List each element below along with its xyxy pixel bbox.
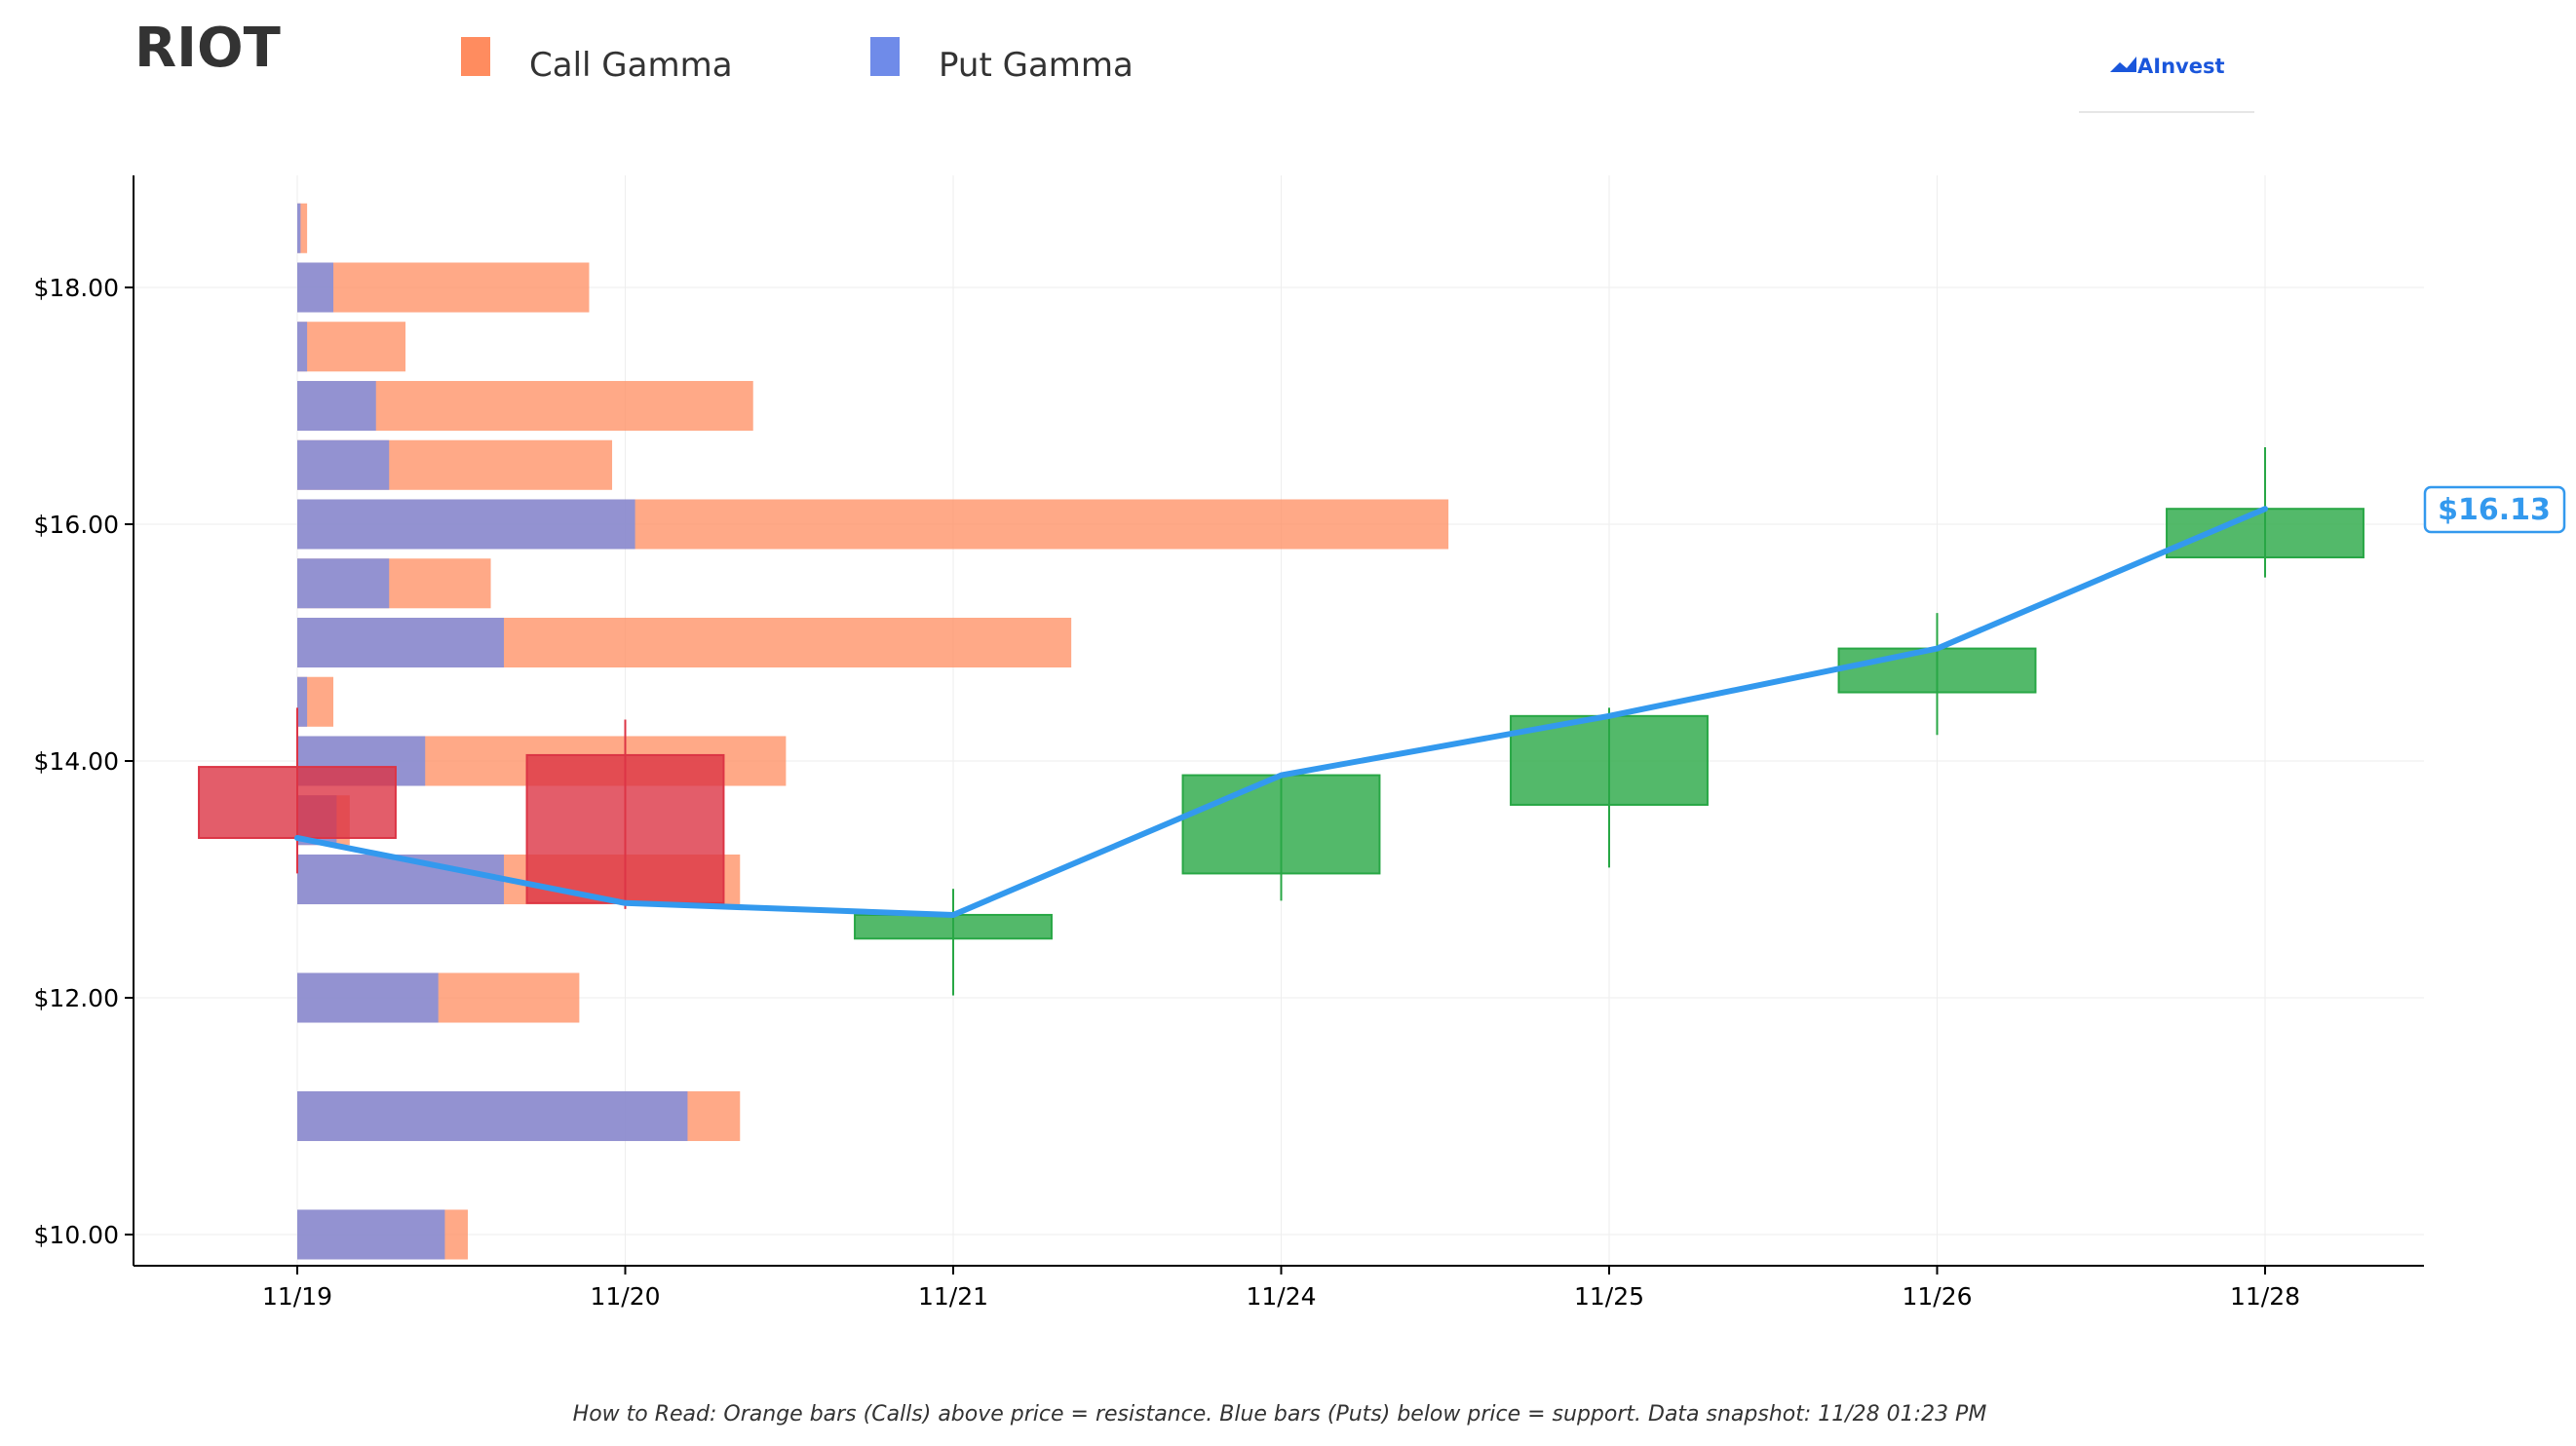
price-line	[294, 506, 2268, 918]
put-gamma-bar-2	[297, 322, 308, 372]
legend-swatch-put	[870, 37, 900, 76]
candle-body-6	[2166, 508, 2365, 559]
put-gamma-bar-12	[297, 972, 439, 1023]
axes	[133, 175, 2424, 1267]
put-gamma-bar-4	[297, 439, 390, 490]
legend-swatch-call	[461, 37, 490, 76]
x-tick-label-3: 11/24	[1246, 1282, 1316, 1311]
call-gamma-bar-1	[297, 262, 590, 313]
x-tick-label-4: 11/25	[1574, 1282, 1644, 1311]
chart-title: RIOT	[135, 17, 281, 80]
candle-body-2	[854, 913, 1053, 940]
y-axis-ticks: $10.00 $12.00 $14.00 $16.00 $18.00	[34, 274, 134, 1249]
call-gamma-bar-0	[297, 203, 308, 253]
put-gamma-bar-5	[297, 499, 635, 550]
brand-chart-icon	[2110, 57, 2136, 72]
brand-logo: AInvest	[2079, 55, 2254, 113]
put-gamma-bar-0	[297, 203, 301, 253]
put-gamma-bar-13	[297, 1090, 688, 1142]
gamma-bars	[297, 203, 1449, 1260]
y-tick-label-4: $18.00	[34, 274, 119, 302]
put-gamma-bar-7	[297, 617, 504, 668]
candle-body-3	[1181, 774, 1381, 875]
put-gamma-bar-6	[297, 558, 390, 609]
y-tick-label-0: $10.00	[34, 1221, 119, 1249]
put-gamma-bar-1	[297, 262, 334, 313]
call-gamma-bar-2	[297, 322, 406, 372]
put-gamma-bar-14	[297, 1209, 445, 1260]
y-tick-label-2: $14.00	[34, 747, 119, 776]
legend: Call Gamma Put Gamma	[461, 37, 1134, 85]
price-line-group	[294, 506, 2268, 918]
x-tick-label-6: 11/28	[2230, 1282, 2300, 1311]
x-axis-ticks: 11/19 11/20 11/21 11/24 11/25 11/26 11/28	[262, 1266, 2300, 1311]
candle-body-5	[1837, 647, 2037, 694]
legend-label-put: Put Gamma	[939, 46, 1134, 85]
y-tick-label-3: $16.00	[34, 511, 119, 539]
x-tick-label-1: 11/20	[590, 1282, 660, 1311]
current-price-box	[2423, 485, 2566, 534]
candle-body-0	[198, 766, 397, 839]
put-gamma-bar-3	[297, 380, 376, 432]
x-tick-label-2: 11/21	[918, 1282, 988, 1311]
x-tick-label-5: 11/26	[1902, 1282, 1972, 1311]
current-price-label: $16.13	[2438, 493, 2551, 527]
current-price-tag: $16.13	[2423, 485, 2566, 534]
footnote: How to Read: Orange bars (Calls) above p…	[573, 1402, 1987, 1427]
y-tick-label-1: $12.00	[34, 984, 119, 1012]
candle-body-1	[525, 753, 725, 904]
candles	[198, 447, 2365, 996]
put-gamma-bar-8	[297, 676, 308, 727]
brand-name: AInvest	[2137, 55, 2225, 78]
x-tick-label-0: 11/19	[262, 1282, 332, 1311]
put-gamma-bar-11	[297, 854, 504, 905]
legend-label-call: Call Gamma	[529, 46, 733, 85]
